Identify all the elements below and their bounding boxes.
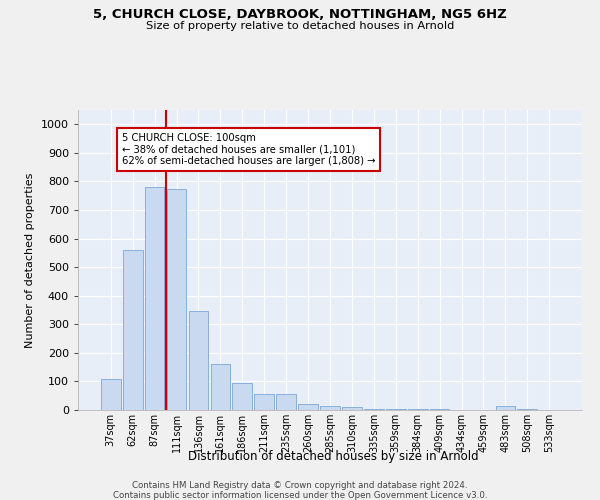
Bar	[496, 406, 515, 410]
Bar	[211, 364, 230, 410]
Text: 5, CHURCH CLOSE, DAYBROOK, NOTTINGHAM, NG5 6HZ: 5, CHURCH CLOSE, DAYBROOK, NOTTINGHAM, N…	[93, 8, 507, 20]
Bar	[123, 250, 143, 410]
Text: Distribution of detached houses by size in Arnold: Distribution of detached houses by size …	[188, 450, 478, 463]
Bar	[145, 187, 164, 410]
Bar	[298, 404, 318, 410]
Y-axis label: Number of detached properties: Number of detached properties	[25, 172, 35, 348]
Text: Size of property relative to detached houses in Arnold: Size of property relative to detached ho…	[146, 21, 454, 31]
Bar	[320, 406, 340, 410]
Bar	[167, 188, 187, 410]
Text: Contains public sector information licensed under the Open Government Licence v3: Contains public sector information licen…	[113, 491, 487, 500]
Bar	[364, 408, 384, 410]
Bar	[276, 394, 296, 410]
Bar	[517, 408, 537, 410]
Bar	[232, 383, 252, 410]
Bar	[188, 312, 208, 410]
Text: Contains HM Land Registry data © Crown copyright and database right 2024.: Contains HM Land Registry data © Crown c…	[132, 481, 468, 490]
Bar	[408, 408, 428, 410]
Bar	[101, 378, 121, 410]
Bar	[254, 394, 274, 410]
Bar	[430, 408, 449, 410]
Bar	[342, 407, 362, 410]
Text: 5 CHURCH CLOSE: 100sqm
← 38% of detached houses are smaller (1,101)
62% of semi-: 5 CHURCH CLOSE: 100sqm ← 38% of detached…	[122, 133, 375, 166]
Bar	[386, 408, 406, 410]
